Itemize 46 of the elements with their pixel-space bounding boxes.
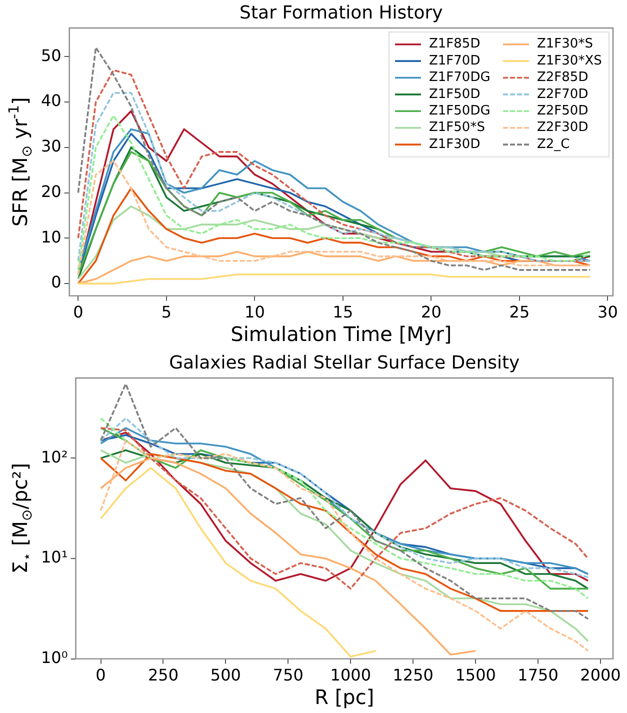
- legend-label: Z1F30D: [429, 136, 480, 152]
- x-tick-label: 0: [96, 666, 106, 685]
- x-tick-label: 25: [509, 302, 530, 322]
- x-tick-label: 1500: [455, 666, 496, 685]
- x-tick-label: 2000: [580, 666, 621, 685]
- x-tick-label: 1250: [392, 666, 434, 685]
- y-tick-label: 20: [41, 182, 62, 201]
- x-tick-label: 250: [148, 666, 178, 685]
- y-tick-label: 50: [41, 46, 62, 65]
- x-tick-label: 10: [244, 302, 265, 322]
- x-tick-label: 30: [598, 302, 618, 322]
- x-tick-label: 0: [73, 302, 84, 322]
- legend-label: Z1F30*S: [537, 36, 593, 52]
- legend-label: Z1F50DG: [429, 104, 490, 119]
- y-axis-title: SFR [M⊙ yr-1]: [6, 97, 36, 227]
- legend-label: Z1F50*S: [429, 120, 485, 136]
- x-axis-title: R [pc]: [314, 685, 374, 710]
- legend-label: Z2F85D: [537, 70, 588, 86]
- legend-label: Z1F30*XS: [537, 53, 602, 68]
- legend-label: Z1F50D: [429, 86, 480, 102]
- y-tick-label: 40: [41, 91, 62, 110]
- y-axis-title: Σ⋆ [M⊙/pc²]: [8, 463, 36, 574]
- y-tick-label: 10²: [40, 447, 68, 466]
- y-tick-label: 10: [41, 227, 62, 246]
- legend-label: Z1F70DG: [429, 70, 490, 86]
- line-series: [100, 383, 589, 620]
- legend-label: Z2F30D: [537, 120, 588, 136]
- x-tick-label: 5: [161, 302, 172, 322]
- legend-label: Z2_C: [537, 136, 570, 152]
- chart-title: Galaxies Radial Stellar Surface Density: [169, 352, 520, 374]
- x-tick-label: 750: [272, 666, 304, 685]
- x-axis-title: Simulation Time [Myr]: [230, 322, 452, 346]
- x-tick-label: 1750: [518, 666, 558, 685]
- legend-label: Z2F50D: [537, 104, 588, 119]
- y-tick-label: 10¹: [40, 548, 68, 567]
- chart-title: Star Formation History: [240, 2, 444, 24]
- x-tick-label: 20: [421, 302, 442, 322]
- x-tick-label: 500: [210, 666, 241, 685]
- x-tick-label: 1000: [330, 666, 371, 685]
- legend-label: Z1F70D: [429, 53, 480, 68]
- y-tick-label: 30: [41, 136, 62, 156]
- legend-label: Z1F85D: [429, 36, 480, 52]
- y-tick-label: 0: [51, 272, 62, 292]
- legend-label: Z2F70D: [537, 86, 588, 102]
- y-tick-label: 10⁰: [40, 648, 68, 667]
- x-tick-label: 15: [332, 302, 354, 322]
